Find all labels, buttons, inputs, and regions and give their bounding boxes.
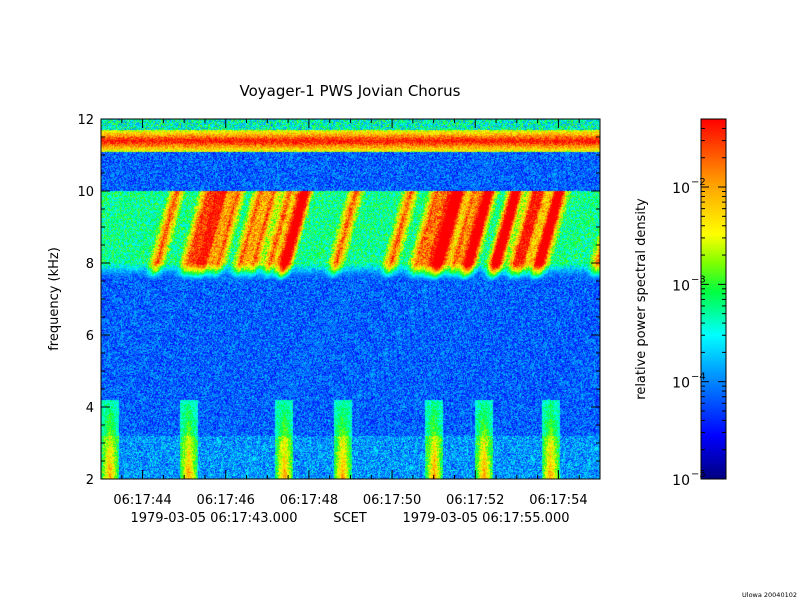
colorbar-ticks (701, 118, 726, 480)
plot-area (100, 118, 601, 480)
x-axis-tick-labels: 06:17:44 06:17:46 06:17:48 06:17:50 06:17:52… (113, 493, 587, 508)
y-axis-ticks (101, 118, 600, 480)
x-tick-label: 06:17:48 (280, 493, 338, 508)
x-end-timestamp: 1979-03-05 06:17:55.000 (402, 511, 569, 526)
x-axis-ticks (100, 119, 601, 479)
colorbar-tick-exponent: −3 (691, 274, 706, 285)
x-tick-label: 06:17:44 (113, 493, 171, 508)
x-tick-label: 06:17:46 (197, 493, 255, 508)
x-axis-label: SCET (333, 511, 367, 526)
y-tick-label: 2 (86, 473, 94, 488)
y-tick-label: 6 (86, 329, 94, 344)
x-start-timestamp: 1979-03-05 06:17:43.000 (130, 511, 297, 526)
x-tick-label: 06:17:52 (446, 493, 504, 508)
colorbar-tick-label: 10 (672, 473, 690, 489)
y-tick-label: 12 (77, 113, 94, 128)
colorbar-tick-exponent: −4 (691, 372, 706, 383)
spectrogram-heatmap (101, 119, 600, 479)
y-axis-label: frequency (kHz) (47, 247, 62, 351)
colorbar: 10−510−410−310−2 relative power spectral… (634, 118, 727, 489)
y-tick-label: 4 (86, 401, 94, 416)
x-tick-label: 06:17:54 (529, 493, 587, 508)
colorbar-tick-label: 10 (672, 278, 690, 294)
chart-title: Voyager-1 PWS Jovian Chorus (240, 82, 461, 100)
colorbar-label: relative power spectral density (634, 198, 649, 400)
y-tick-label: 8 (86, 257, 94, 272)
y-tick-label: 10 (77, 185, 94, 200)
x-tick-label: 06:17:50 (363, 493, 421, 508)
colorbar-tick-labels: 10−510−410−310−2 (672, 177, 706, 489)
colorbar-tick-exponent: −5 (691, 469, 706, 480)
footer-credit: Ulowa 20040102 (742, 591, 797, 599)
colorbar-tick-label: 10 (672, 181, 690, 197)
colorbar-gradient (700, 118, 727, 480)
colorbar-tick-exponent: −2 (691, 177, 706, 188)
colorbar-tick-label: 10 (672, 376, 690, 392)
y-axis-tick-labels: 2 4 6 8 10 12 (77, 113, 94, 488)
